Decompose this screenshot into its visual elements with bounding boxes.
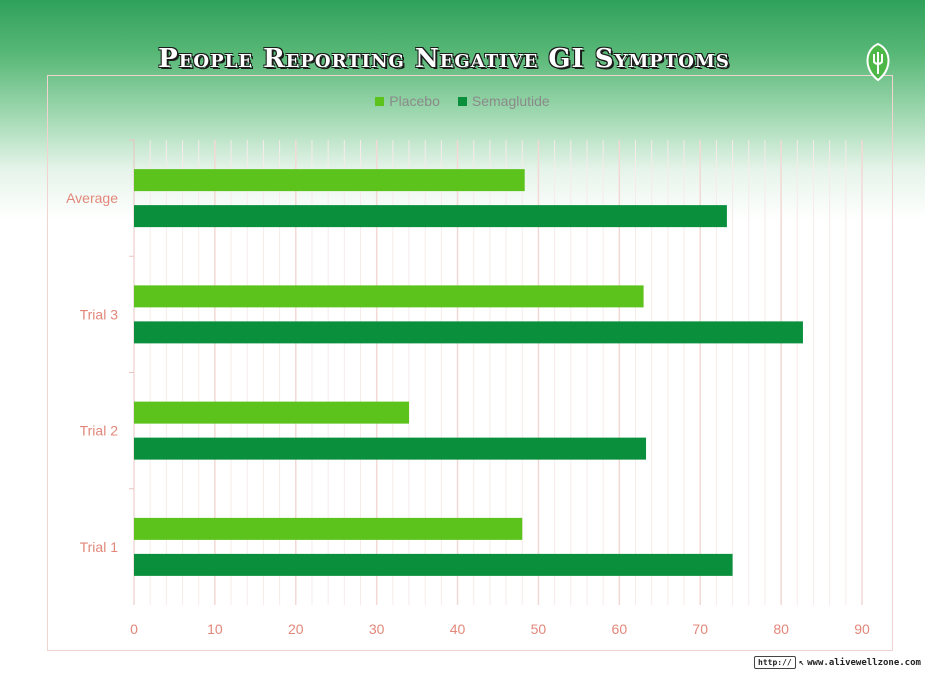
website-badge: http:// ↖ www.alivewellzone.com bbox=[754, 656, 921, 669]
chart-legend: Placebo Semaglutide bbox=[0, 93, 925, 109]
bar-semaglutide-average bbox=[134, 205, 727, 228]
website-url: www.alivewellzone.com bbox=[807, 657, 921, 668]
x-tick-label: 70 bbox=[692, 621, 708, 637]
legend-label-semaglutide: Semaglutide bbox=[471, 93, 550, 109]
bar-placebo-trial-3 bbox=[134, 285, 644, 308]
bar-placebo-trial-1 bbox=[134, 517, 523, 540]
x-tick-label: 20 bbox=[288, 621, 304, 637]
x-tick-label: 10 bbox=[207, 621, 223, 637]
leaf-fork-logo-icon bbox=[866, 42, 890, 82]
legend-item-placebo: Placebo bbox=[375, 93, 440, 109]
y-tick-label: Average bbox=[66, 190, 118, 206]
x-tick-label: 60 bbox=[612, 621, 628, 637]
y-tick-label: Trial 2 bbox=[80, 423, 119, 439]
plot-area-frame bbox=[47, 75, 893, 651]
bar-semaglutide-trial-3 bbox=[134, 321, 803, 344]
legend-label-placebo: Placebo bbox=[389, 93, 440, 109]
bar-placebo-trial-2 bbox=[134, 401, 410, 424]
legend-item-semaglutide: Semaglutide bbox=[457, 93, 550, 109]
bar-placebo-average bbox=[134, 169, 525, 192]
bar-semaglutide-trial-1 bbox=[134, 553, 733, 576]
url-prefix: http:// bbox=[754, 656, 796, 669]
x-tick-label: 40 bbox=[450, 621, 466, 637]
x-tick-label: 50 bbox=[531, 621, 547, 637]
legend-swatch-placebo bbox=[375, 96, 385, 106]
x-tick-label: 80 bbox=[773, 621, 789, 637]
chart-title: People Reporting Negative GI Symptoms bbox=[158, 44, 730, 74]
cursor-icon: ↖ bbox=[798, 657, 805, 668]
legend-swatch-semaglutide bbox=[457, 96, 467, 106]
y-tick-label: Trial 1 bbox=[80, 539, 119, 555]
x-tick-label: 0 bbox=[130, 621, 138, 637]
bar-semaglutide-trial-2 bbox=[134, 437, 647, 460]
x-tick-label: 90 bbox=[854, 621, 870, 637]
x-tick-label: 30 bbox=[369, 621, 385, 637]
y-tick-label: Trial 3 bbox=[80, 306, 119, 322]
